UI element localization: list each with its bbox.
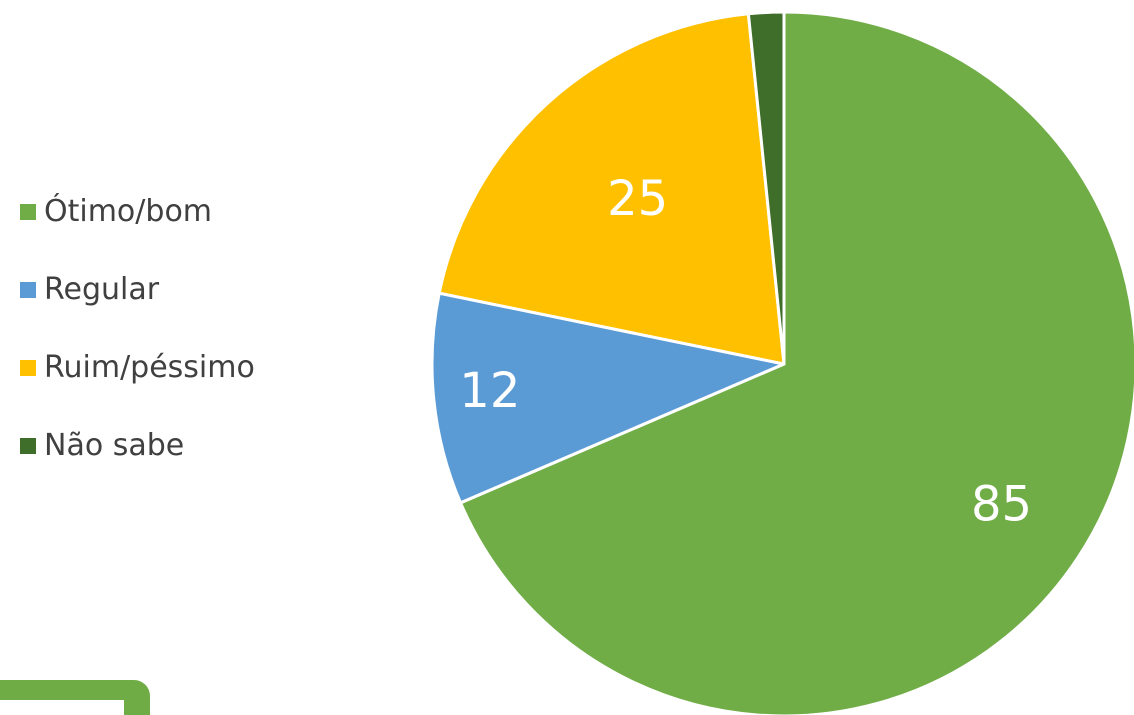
legend-label-ruim-pessimo: Ruim/péssimo <box>44 350 255 385</box>
legend-item-nao-sabe: Não sabe <box>20 424 340 502</box>
legend-label-regular: Regular <box>44 272 160 307</box>
corner-tab-inner <box>0 700 124 715</box>
legend-swatch-nao-sabe <box>20 438 36 454</box>
data-label-regular: 12 <box>459 363 520 419</box>
legend-swatch-ruim-pessimo <box>20 360 36 376</box>
legend-swatch-otimo-bom <box>20 204 36 220</box>
legend-item-otimo-bom: Ótimo/bom <box>20 190 340 268</box>
pie-slice-regular <box>430 291 786 505</box>
legend-item-ruim-pessimo: Ruim/péssimo <box>20 346 340 424</box>
legend-label-nao-sabe: Não sabe <box>44 428 185 463</box>
legend-item-regular: Regular <box>20 268 340 346</box>
pie-slice-nao-sabe <box>746 10 786 366</box>
pie-slice-otimo-bom <box>459 10 1134 715</box>
legend-label-otimo-bom: Ótimo/bom <box>44 194 213 229</box>
data-label-ruim-pessimo: 25 <box>607 171 668 227</box>
chart-legend: Ótimo/bom Regular Ruim/péssimo Não sabe <box>20 190 340 502</box>
legend-swatch-regular <box>20 282 36 298</box>
data-label-otimo-bom: 85 <box>971 476 1032 532</box>
pie-slice-ruim-pessimo <box>437 12 786 366</box>
